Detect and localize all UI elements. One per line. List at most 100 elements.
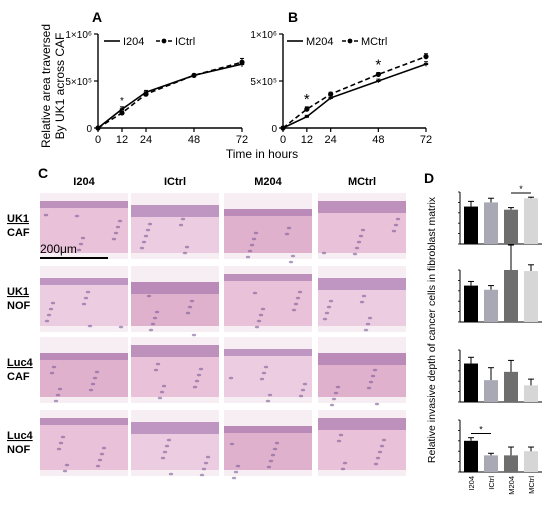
histology-nucleus — [373, 462, 379, 466]
histology-nucleus — [147, 222, 153, 226]
significance-asterisk: * — [519, 184, 523, 194]
x-tick-label: 0 — [95, 134, 101, 146]
histology-nucleus — [233, 470, 239, 474]
histology-cell-layer — [318, 201, 406, 213]
histology-nucleus — [288, 260, 294, 264]
histology-nucleus — [117, 219, 123, 223]
histology-cell-layer — [40, 201, 128, 208]
histology-nucleus — [336, 439, 342, 443]
histology-nucleus — [145, 228, 151, 232]
histology-nucleus — [340, 467, 346, 471]
panel-label-c: C — [38, 165, 48, 181]
bar — [524, 271, 538, 322]
row-label-bottom: NOF — [7, 300, 31, 312]
x-tick-label: 24 — [140, 134, 152, 146]
histology-nucleus — [160, 456, 166, 460]
bar — [524, 198, 538, 244]
histology-nucleus — [184, 245, 190, 249]
data-point — [304, 106, 310, 112]
bar — [524, 385, 538, 402]
row-label-top: UK1 — [7, 286, 29, 298]
bar — [484, 455, 498, 472]
y-tick-label: 5×10⁵ — [250, 77, 277, 88]
histology-nucleus — [152, 316, 158, 320]
row-label-bottom: NOF — [7, 444, 31, 456]
histology-cell-layer — [131, 345, 219, 357]
histology-nucleus — [199, 473, 205, 477]
histology-tissue — [40, 418, 128, 470]
data-point — [280, 125, 286, 131]
histology-nucleus — [379, 444, 385, 448]
histology-nucleus — [245, 255, 251, 259]
legend-marker — [347, 38, 353, 44]
y-tick-label: 5×10⁵ — [65, 77, 92, 88]
histology-nucleus — [374, 402, 380, 406]
bar-category-label: ICtrl — [487, 476, 496, 490]
histology-nucleus — [95, 464, 101, 468]
histology-nucleus — [62, 469, 68, 473]
histology-nucleus — [94, 370, 100, 374]
histology-nucleus — [261, 371, 267, 375]
data-point — [119, 108, 125, 111]
histology-nucleus — [155, 362, 161, 366]
histology-cell-layer — [318, 353, 406, 365]
histology-nucleus — [370, 374, 376, 378]
data-point — [304, 115, 310, 118]
histology-nucleus — [44, 319, 50, 323]
histology-nucleus — [87, 324, 93, 328]
bar-ylabel: Relative invasive depth of cancer cells … — [426, 196, 438, 463]
bar — [504, 209, 518, 244]
histology-cell-layer — [131, 205, 219, 217]
data-point — [423, 53, 429, 60]
histology-nucleus — [56, 447, 62, 451]
histology-nucleus — [326, 305, 332, 309]
histology-nucleus — [274, 441, 280, 445]
histology-nucleus — [78, 242, 84, 246]
histology-nucleus — [159, 390, 165, 394]
histology-tissue — [40, 278, 128, 326]
y-tick-label: 1×10⁶ — [65, 30, 92, 41]
bar — [484, 380, 498, 402]
histology-nucleus — [161, 384, 167, 388]
histology-nucleus — [185, 311, 191, 315]
histology-nucleus — [182, 251, 188, 255]
histology-nucleus — [157, 396, 163, 400]
histology-nucleus — [391, 229, 397, 233]
histology-tissue — [224, 426, 312, 470]
histology-nucleus — [88, 388, 94, 392]
histology-nucleus — [80, 236, 86, 240]
row-label-top: Luc4 — [7, 430, 34, 442]
histology-nucleus — [166, 438, 172, 442]
histology-nucleus — [178, 223, 184, 227]
data-point — [328, 96, 333, 99]
histology-nucleus — [291, 308, 297, 312]
bar — [464, 206, 478, 244]
histology-nucleus — [290, 254, 296, 258]
histology-nucleus — [367, 316, 373, 320]
bar-category-label: MCtrl — [527, 476, 536, 494]
histology-nucleus — [252, 291, 258, 295]
legend-label: M204 — [306, 36, 334, 48]
histology-nucleus — [191, 333, 197, 337]
column-header: MCtrl — [348, 176, 376, 188]
histology-nucleus — [363, 328, 369, 332]
column-header: M204 — [254, 176, 282, 188]
histology-nucleus — [168, 472, 174, 476]
histology-nucleus — [231, 476, 237, 480]
histology-nucleus — [196, 373, 202, 377]
histology-nucleus — [377, 450, 383, 454]
histology-cell-layer — [224, 426, 312, 433]
scale-bar-label: 200μm — [40, 242, 77, 256]
row-label-bottom: CAF — [7, 371, 30, 383]
histology-nucleus — [295, 296, 301, 300]
histology-nucleus — [331, 397, 337, 401]
bar — [464, 285, 478, 322]
histology-nucleus — [249, 243, 255, 247]
data-point — [328, 91, 334, 97]
histology-nucleus — [90, 382, 96, 386]
histology-nucleus — [141, 240, 147, 244]
histology-nucleus — [74, 214, 80, 218]
histology-nucleus — [92, 376, 98, 380]
histology-nucleus — [97, 458, 103, 462]
histology-nucleus — [254, 325, 260, 329]
